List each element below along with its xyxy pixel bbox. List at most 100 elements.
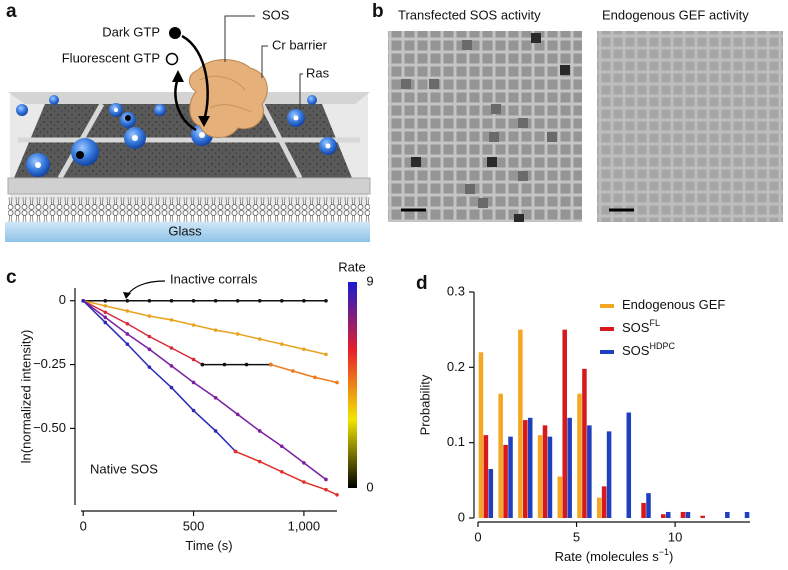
label: Ras	[306, 65, 330, 80]
data-point	[147, 314, 152, 318]
data-point	[280, 470, 284, 474]
data-point	[147, 334, 152, 339]
bar	[537, 435, 543, 518]
bar	[557, 476, 563, 518]
bar	[626, 412, 632, 518]
label: Glass	[168, 223, 202, 238]
bar	[601, 486, 607, 518]
data-point	[324, 298, 328, 303]
legend-sup: HDPC	[649, 341, 675, 351]
data-point	[268, 362, 273, 367]
data-point	[125, 309, 130, 313]
data-point	[213, 328, 218, 332]
bar	[542, 425, 548, 518]
y-tick-label: 0.1	[447, 434, 465, 449]
annotation-arrowhead	[123, 292, 131, 299]
data-point	[324, 352, 328, 357]
bar	[646, 493, 651, 518]
legend-sup: FL	[649, 318, 660, 328]
data-point	[125, 342, 130, 346]
data-point	[280, 298, 284, 303]
data-point	[125, 321, 130, 326]
bar	[606, 431, 612, 518]
bar	[527, 417, 533, 518]
data-point	[81, 298, 86, 303]
bar	[483, 435, 489, 518]
bar	[641, 502, 646, 518]
data-point	[222, 362, 227, 367]
data-point	[103, 320, 108, 325]
legend-label: SOSFL	[622, 318, 660, 335]
data-point	[169, 385, 174, 390]
y-tick-label: 0	[458, 509, 465, 524]
bar	[488, 469, 494, 518]
schematic: Dark GTP Fluorescent GTP SOS Cr barrier …	[5, 7, 371, 242]
legend-name: SOS	[622, 320, 650, 335]
y-tick-label: 0	[59, 292, 66, 307]
y-tick-label: 0.3	[447, 283, 465, 298]
data-point	[324, 487, 328, 492]
label: Fluorescent GTP	[62, 50, 160, 65]
annotation-arrow	[126, 280, 166, 297]
data-point	[125, 332, 130, 336]
y-tick-label: 0.2	[447, 359, 465, 374]
data-point	[257, 459, 262, 464]
data-point	[191, 357, 196, 362]
bar	[725, 511, 730, 518]
data-point	[103, 304, 108, 308]
colorbar	[348, 282, 357, 488]
bar	[523, 420, 528, 518]
annotation: Inactive corrals	[170, 271, 258, 286]
micrograph-title: Transfected SOS activity	[398, 7, 541, 22]
legend-label: Endogenous GEF	[622, 297, 725, 312]
data-point	[213, 395, 218, 400]
data-point	[257, 337, 262, 341]
data-point	[147, 298, 152, 303]
x-axis-label: Rate (molecules s−1)	[555, 547, 674, 564]
data-point	[313, 375, 317, 380]
bar	[508, 436, 513, 518]
series-line	[235, 450, 338, 496]
data-point	[302, 347, 306, 352]
bar	[547, 436, 553, 518]
bar	[744, 511, 750, 518]
y-tick-label: −0.50	[33, 420, 66, 435]
series-line	[82, 300, 327, 481]
data-point	[280, 342, 284, 346]
micrograph-title: Endogenous GEF activity	[602, 7, 749, 22]
data-point	[103, 310, 108, 315]
label: SOS	[262, 7, 290, 22]
data-point	[169, 298, 174, 303]
data-point	[169, 364, 174, 368]
data-point	[200, 362, 205, 367]
data-point	[235, 412, 240, 417]
x-axis-label-end: )	[669, 549, 673, 564]
x-tick-label: 0	[80, 518, 87, 533]
data-point	[244, 362, 249, 367]
label: Dark GTP	[102, 24, 160, 39]
label: Cr barrier	[272, 37, 328, 52]
series-line	[82, 300, 203, 366]
data-point	[213, 429, 218, 433]
legend-name: Endogenous GEF	[622, 297, 725, 312]
data-point	[169, 318, 174, 322]
series-line	[270, 363, 338, 384]
x-tick-label: 500	[183, 518, 205, 533]
y-axis-label: ln(normalized intensity)	[18, 330, 33, 464]
data-point	[235, 332, 240, 336]
data-point	[125, 298, 130, 303]
x-tick-label: 0	[474, 529, 481, 544]
data-point	[324, 477, 328, 482]
bar	[596, 497, 602, 518]
data-point	[169, 346, 174, 350]
y-axis-label: Probability	[417, 374, 432, 435]
series-line	[82, 300, 237, 452]
annotation: Native SOS	[90, 461, 158, 476]
bar	[518, 329, 523, 518]
data-point	[302, 461, 306, 465]
data-point	[213, 298, 218, 303]
data-point	[335, 380, 339, 385]
data-point	[191, 323, 196, 327]
bar	[498, 393, 503, 518]
